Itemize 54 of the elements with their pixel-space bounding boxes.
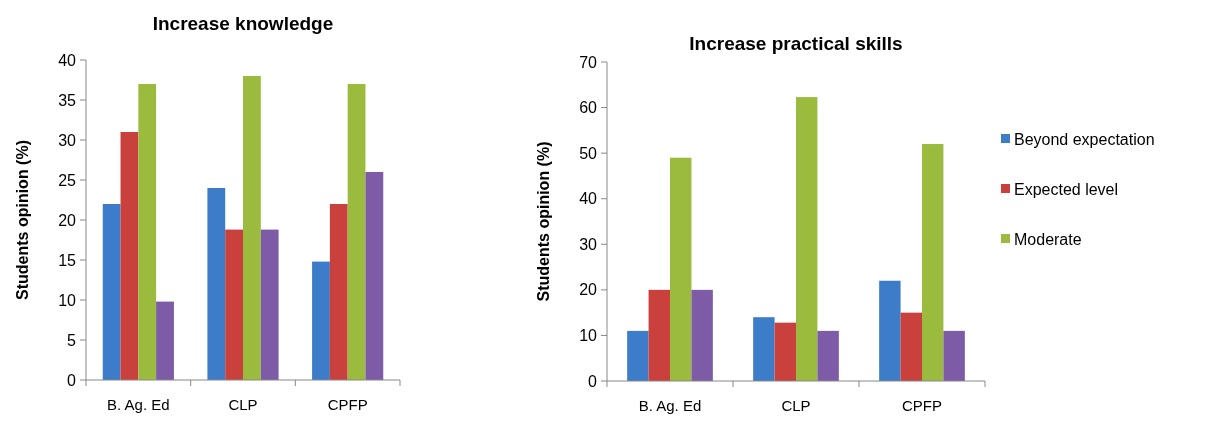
bar [774,322,796,381]
x-tick-label: CPFP [327,396,368,413]
bar [691,289,713,381]
x-tick-label: CLP [228,396,258,413]
bar [207,188,226,380]
y-tick-label: 30 [579,235,598,253]
bar [243,76,261,380]
y-tick-label: 20 [579,281,598,299]
y-tick-label: 0 [588,372,598,390]
bar [260,229,279,380]
legend-label: Expected level [1014,180,1119,198]
bar [922,144,944,381]
bar [670,157,692,381]
y-tick-label: 5 [67,331,77,349]
y-tick-label: 40 [579,190,598,208]
legend-label: Moderate [1014,230,1082,248]
bar [347,84,366,380]
bar [156,301,174,380]
bar [627,330,649,381]
bar [753,317,775,381]
bar [796,97,818,381]
y-tick-label: 10 [579,327,598,345]
bar [879,280,901,381]
bar [312,261,330,380]
bar [817,330,839,381]
bar [900,312,922,381]
bar [329,204,348,380]
y-tick-label: 10 [58,291,77,309]
bar [225,229,243,380]
y-tick-label: 40 [58,51,77,69]
bar [943,330,965,381]
y-tick-label: 30 [58,131,77,149]
legend-label: Beyond expectation [1014,130,1155,148]
bar [138,84,157,380]
chart-title: Increase knowledge [152,13,334,34]
x-tick-label: B. Ag. Ed [107,396,170,413]
bar [120,132,139,380]
x-tick-label: CLP [781,397,811,414]
y-tick-label: 25 [58,171,77,189]
y-tick-label: 50 [579,144,598,162]
y-axis-title: Students opinion (%) [14,140,31,300]
bar [102,204,121,380]
y-tick-label: 70 [579,53,598,71]
chart-title: Increase practical skills [689,33,903,54]
y-tick-label: 20 [58,211,77,229]
x-tick-label: CPFP [901,397,943,414]
y-tick-label: 35 [58,91,77,109]
y-tick-label: 0 [67,371,77,389]
y-tick-label: 60 [579,99,598,117]
bar [365,172,384,380]
x-tick-label: B. Ag. Ed [638,397,702,414]
y-tick-label: 15 [58,251,77,269]
y-axis-title: Students opinion (%) [535,141,552,302]
bar [648,289,670,381]
